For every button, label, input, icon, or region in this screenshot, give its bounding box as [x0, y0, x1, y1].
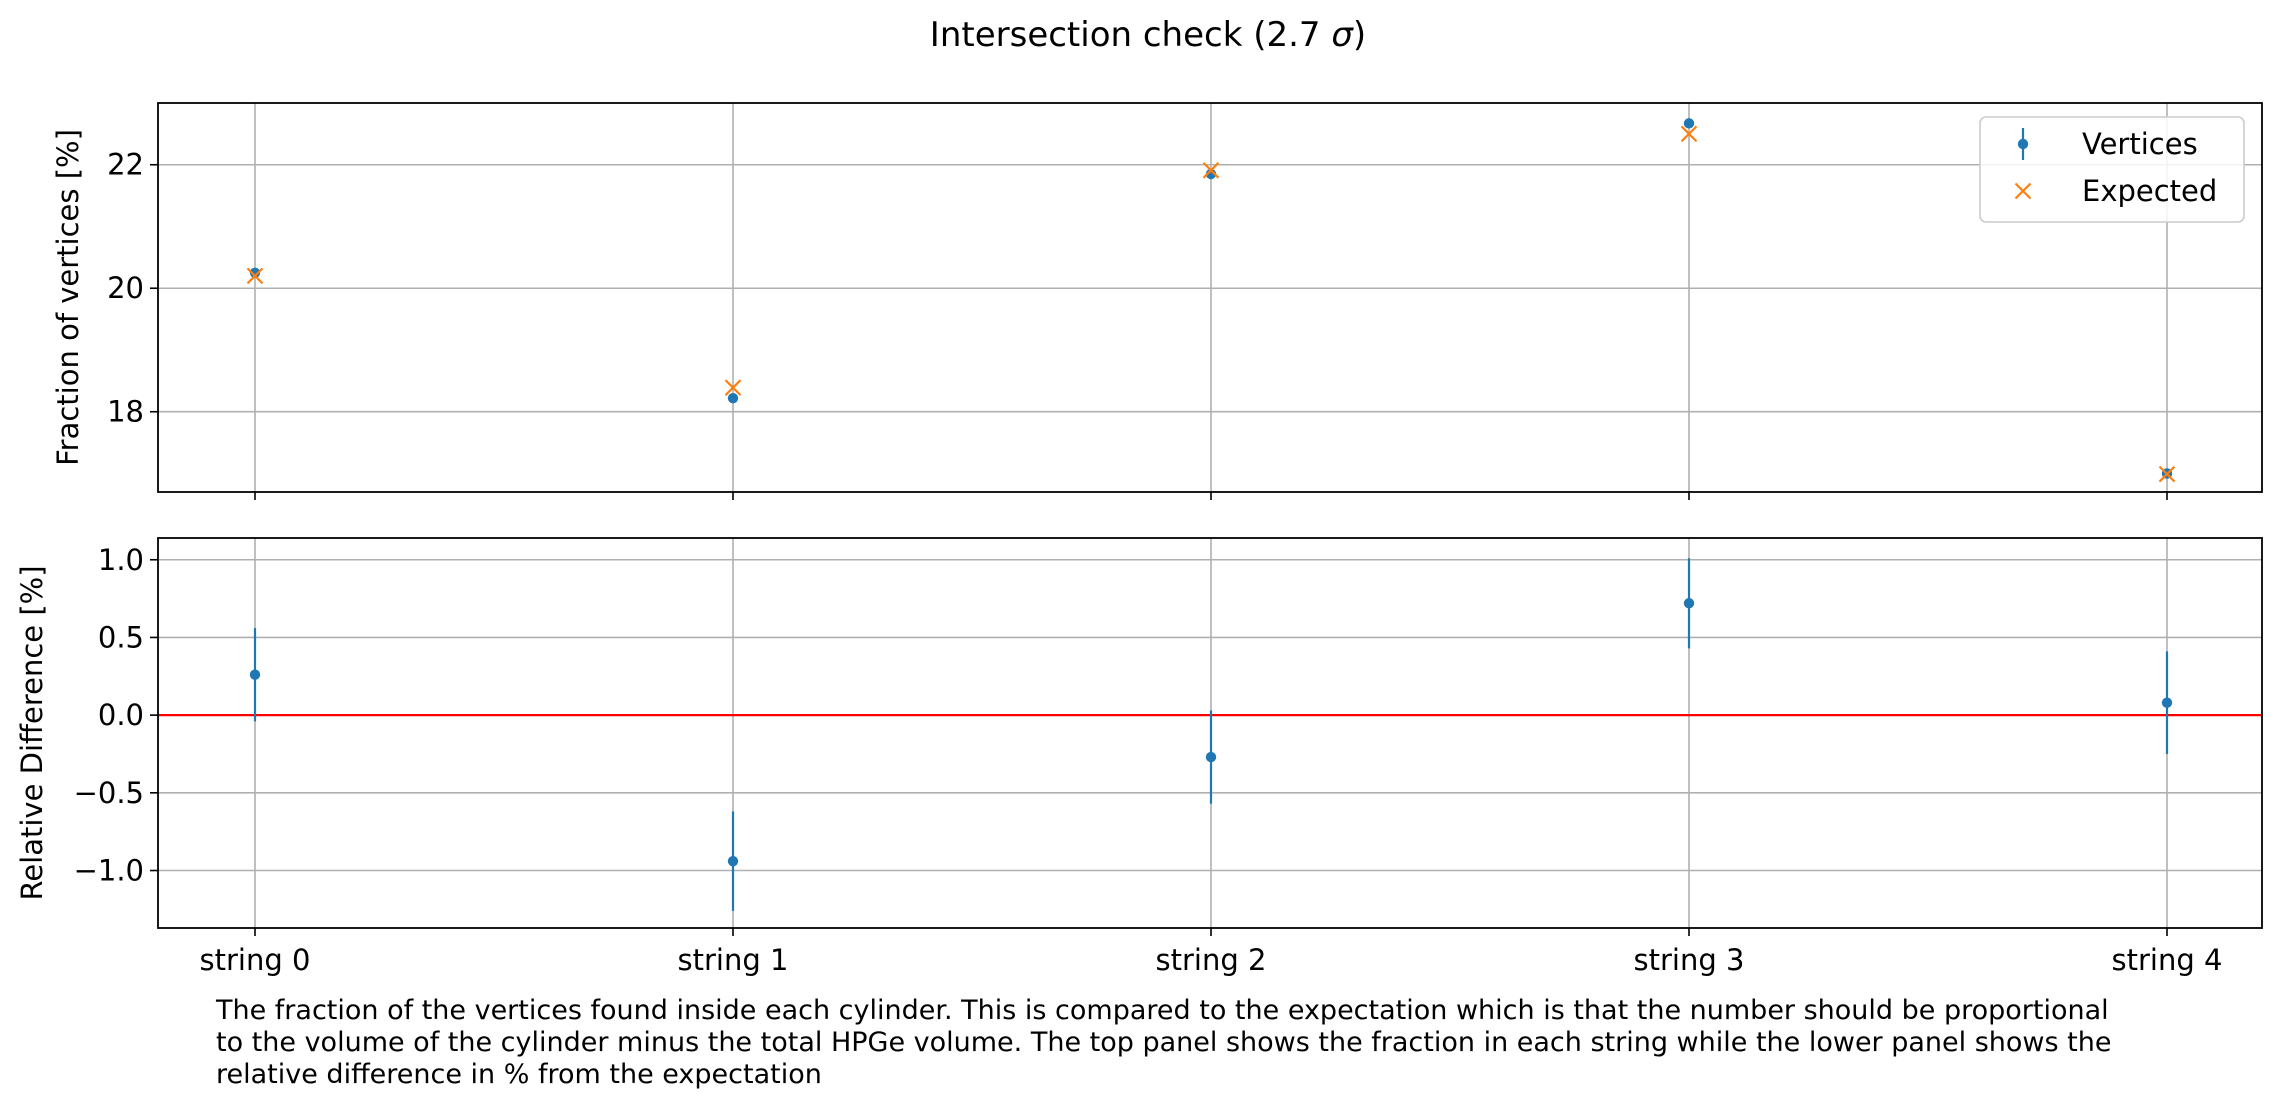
vertices-series: [249, 558, 2173, 911]
y-tick-label: −1.0: [74, 854, 144, 888]
expected-series: [246, 125, 2176, 483]
bottom-panel: string 0 string 1 string 2 string 3 string 4…: [15, 537, 2263, 977]
x-tick-label: string 0: [200, 943, 311, 977]
y-axis-label: Fraction of vertices [%]: [51, 129, 85, 466]
y-axis-label: Relative Difference [%]: [15, 565, 49, 900]
figure-title: Intersection check (2.7 σ): [930, 15, 1366, 55]
expected-marker: [724, 379, 742, 396]
legend-expected-label: Expected: [2082, 174, 2217, 208]
x-tick-label: string 4: [2112, 943, 2223, 977]
expected-marker: [1202, 162, 1220, 179]
expected-marker: [1680, 125, 1698, 143]
vertex-point: [727, 855, 739, 867]
vertex-point: [727, 392, 739, 404]
vertex-point: [1683, 598, 1695, 609]
vertex-point: [249, 669, 261, 680]
y-tick-label: 18: [107, 395, 144, 429]
vertex-point: [249, 267, 261, 279]
legend-box: [1979, 116, 2245, 223]
figure-title-sigma: σ: [1331, 15, 1354, 55]
expected-marker: [2158, 465, 2176, 483]
figure-title-close: ): [1353, 15, 1366, 55]
y-tick-label: −0.5: [74, 776, 144, 810]
caption-line-2: to the volume of the cylinder minus the …: [216, 1027, 2112, 1058]
grid: [158, 103, 2262, 492]
legend: Vertices Expected: [1979, 116, 2245, 223]
x-tick-label: string 2: [1156, 943, 1267, 977]
vertex-point: [1683, 118, 1695, 129]
x-tick-label: string 1: [678, 943, 789, 977]
y-tick-label: 22: [107, 148, 144, 182]
legend-vertices-marker: [2017, 138, 2029, 150]
x-tick-label: string 3: [1634, 943, 1745, 977]
figure-title-text: Intersection check (2.7: [930, 15, 1332, 55]
figure-caption: The fraction of the vertices found insid…: [216, 995, 2286, 1091]
caption-line-1: The fraction of the vertices found insid…: [216, 995, 2109, 1026]
legend-expected-marker: [2014, 182, 2032, 200]
top-panel: 18 20 22 Fraction of vertices [%] Vertices Ex…: [51, 102, 2263, 500]
axes-frame: [157, 102, 2263, 493]
y-tick-label: 0.0: [98, 698, 144, 732]
vertex-point: [2161, 697, 2173, 708]
caption-line-3: relative difference in % from the expect…: [216, 1059, 822, 1090]
y-tick-label: 20: [107, 271, 144, 305]
vertex-point: [1205, 751, 1217, 763]
expected-marker: [246, 267, 264, 285]
axes-frame: [157, 537, 2263, 929]
legend-vertices-label: Vertices: [2082, 127, 2198, 161]
y-tick-label: 1.0: [98, 543, 144, 577]
y-tick-label: 0.5: [98, 620, 144, 654]
